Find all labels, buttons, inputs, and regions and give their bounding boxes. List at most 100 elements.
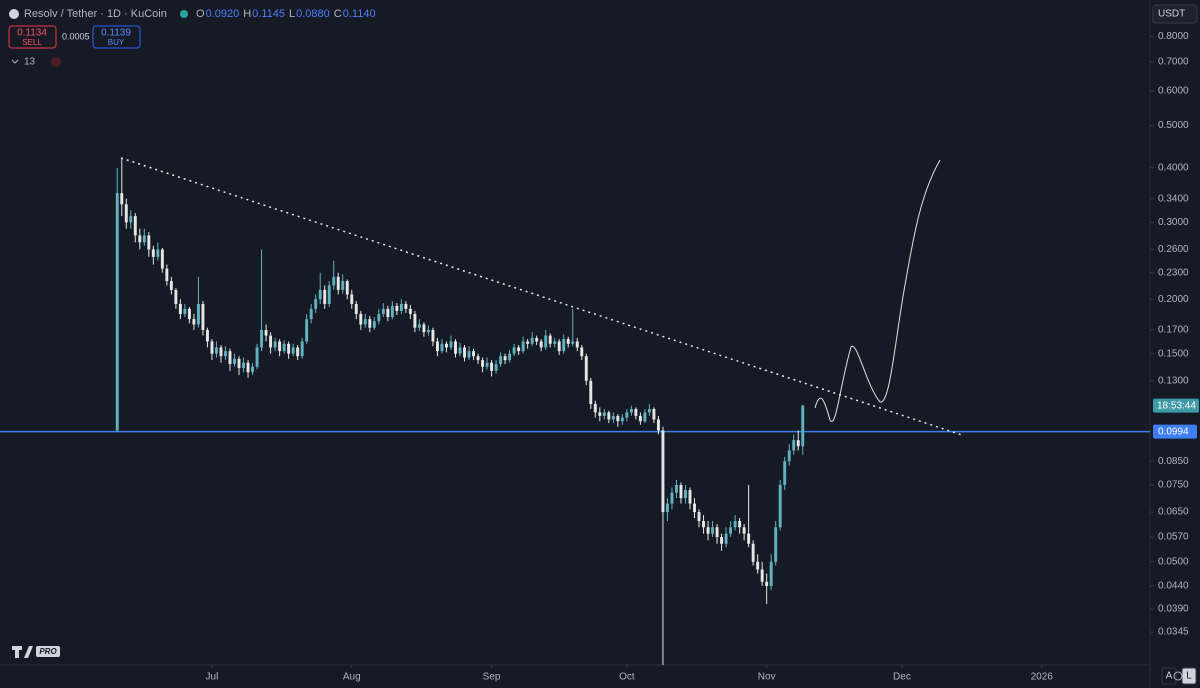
candle-body <box>463 347 466 358</box>
svg-text:PRO: PRO <box>39 647 57 656</box>
currency-box[interactable] <box>1152 4 1198 24</box>
candle-body <box>647 409 651 413</box>
candle-body <box>345 281 349 295</box>
candle-body <box>611 415 615 420</box>
ohlc-key: L <box>289 8 295 20</box>
candle-body <box>458 347 462 354</box>
x-tick-label: Dec <box>893 672 911 683</box>
candle-body <box>476 356 480 361</box>
y-tick-label: 0.2600 <box>1158 244 1189 255</box>
candle-body <box>242 362 245 369</box>
currency[interactable]: USDT <box>1158 9 1185 20</box>
candle-body <box>426 329 430 333</box>
candle-body <box>435 341 439 352</box>
candle-body <box>440 343 444 352</box>
candle-body <box>431 329 435 342</box>
candle-body <box>787 450 791 462</box>
corner-button[interactable] <box>1161 667 1177 685</box>
candle-body <box>399 303 403 311</box>
x-tick-label: Aug <box>343 672 361 683</box>
indicators-count[interactable]: 13 <box>24 57 36 68</box>
ohlc-value: 0.0920 <box>206 8 240 20</box>
candle-body <box>354 303 358 314</box>
candle-body <box>738 521 742 528</box>
buy-button[interactable] <box>92 25 141 49</box>
candle-body <box>205 329 209 342</box>
ohlc-key: O <box>196 8 205 20</box>
candle-body <box>485 362 489 367</box>
countdown: 18:53:44 <box>1157 400 1196 411</box>
candle-body <box>147 235 151 250</box>
candle-body <box>169 281 173 290</box>
candle-body <box>598 412 602 416</box>
candle-body <box>521 341 525 352</box>
x-tick-label: Nov <box>758 672 776 683</box>
hline-label: 0.0994 <box>1158 426 1189 437</box>
corner-button-label[interactable]: L <box>1186 671 1192 682</box>
candle-body <box>192 319 196 325</box>
candle-body <box>481 360 485 367</box>
candle-body <box>625 412 629 418</box>
candle-body <box>156 249 160 257</box>
candle-body <box>711 527 715 534</box>
candle-body <box>291 347 295 354</box>
candle-body <box>215 347 218 354</box>
y-tick-label: 0.0570 <box>1158 532 1189 543</box>
candle-body <box>535 337 539 342</box>
candle-body <box>634 409 638 416</box>
candle-body <box>260 329 264 348</box>
candle-body <box>508 353 512 361</box>
candle-body <box>643 412 647 422</box>
candle-body <box>219 347 223 357</box>
candle-body <box>332 276 336 286</box>
buy-price[interactable]: 0.1139 <box>101 28 131 39</box>
candle-body <box>530 337 534 344</box>
candle-body <box>724 533 728 544</box>
candle-body <box>228 351 232 365</box>
candle-body <box>499 356 503 365</box>
candle-body <box>390 305 394 318</box>
y-tick-label: 0.0500 <box>1158 556 1189 567</box>
candle-body <box>679 484 683 499</box>
buy-label[interactable]: BUY <box>108 38 125 47</box>
candle-body <box>548 335 552 344</box>
ohlc-value: 0.1145 <box>252 8 285 20</box>
candle-body <box>224 351 227 357</box>
candle-body <box>778 484 782 528</box>
candle-body <box>801 405 805 447</box>
candle-body <box>562 339 566 352</box>
candle-body <box>363 319 367 325</box>
candle-body <box>129 216 133 223</box>
candle-body <box>359 313 363 325</box>
x-tick-label: 2026 <box>1031 672 1054 683</box>
candle-body <box>702 521 705 528</box>
candle-body <box>187 308 191 320</box>
settings-icon[interactable] <box>1173 671 1183 681</box>
candle-body <box>503 356 507 361</box>
corner-button-label[interactable]: A <box>1166 671 1173 682</box>
candle-body <box>124 204 128 223</box>
ohlc-legend: O 0.0920 H 0.1145 L 0.0880 C 0.1140 <box>196 8 376 20</box>
y-tick-label: 0.2000 <box>1158 294 1189 305</box>
candle-body <box>670 492 674 504</box>
candle-body <box>720 536 724 544</box>
y-tick-label: 0.7000 <box>1158 56 1189 67</box>
drawn-projection <box>814 159 941 422</box>
sell-label[interactable]: SELL <box>22 38 42 47</box>
candle-body <box>300 341 304 357</box>
candle-body <box>616 415 620 422</box>
candle-body <box>287 343 291 354</box>
candle-body <box>792 440 796 451</box>
candle-body <box>246 362 250 373</box>
sell-button[interactable] <box>8 25 57 49</box>
candle-body <box>652 409 656 420</box>
candle-body <box>314 299 318 309</box>
candle-body <box>756 561 760 570</box>
candle-body <box>774 527 778 562</box>
x-tick-label: Oct <box>619 672 635 683</box>
indicators-chevron[interactable] <box>11 59 19 64</box>
sell-price[interactable]: 0.1134 <box>17 28 47 39</box>
candle-body <box>404 303 408 309</box>
